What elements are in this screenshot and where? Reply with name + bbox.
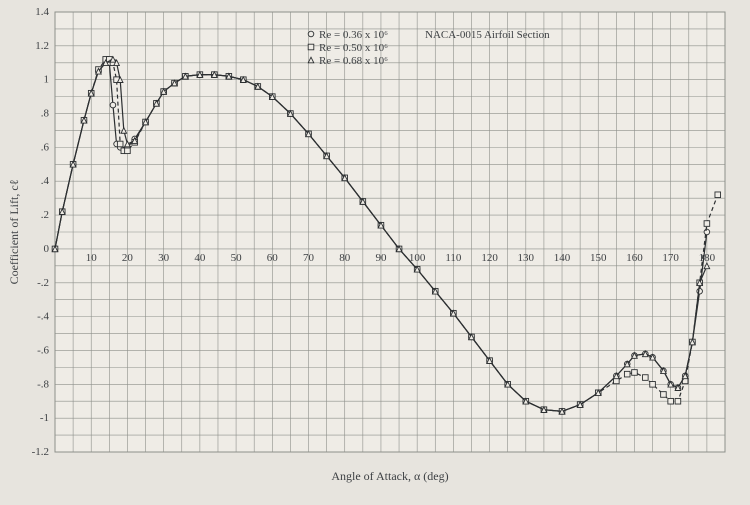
x-tick-label: 70 [303,252,315,264]
x-tick-label: 180 [699,252,716,264]
y-tick-label: -.6 [37,344,49,356]
y-tick-label: 1.2 [35,40,49,52]
x-tick-label: 40 [194,252,206,264]
x-tick-label: 10 [86,252,98,264]
lift-coefficient-chart: 1020304050607080901001101201301401501601… [0,0,750,500]
x-tick-label: 150 [590,252,607,264]
y-tick-label: .8 [41,108,50,120]
x-tick-label: 30 [158,252,170,264]
y-tick-label: .4 [41,175,50,187]
legend-item-label: Re = 0.36 x 10⁶ [319,29,388,41]
legend-item-label: Re = 0.68 x 10⁶ [319,55,388,67]
x-axis-label: Angle of Attack, α (deg) [331,469,448,483]
x-tick-label: 140 [554,252,571,264]
y-tick-label: 1.4 [35,6,49,18]
y-tick-label: -.2 [37,277,49,289]
x-tick-label: 130 [518,252,535,264]
y-tick-label: -.4 [37,311,49,323]
y-tick-label: -1.2 [32,446,49,458]
x-tick-label: 60 [267,252,279,264]
x-tick-label: 20 [122,252,134,264]
x-tick-label: 90 [375,252,387,264]
y-tick-label: 1 [44,74,50,86]
x-tick-label: 50 [231,252,243,264]
y-tick-label: 0 [44,243,50,255]
legend-item-label: Re = 0.50 x 10⁶ [319,42,388,54]
x-tick-label: 170 [662,252,679,264]
y-tick-label: .6 [41,141,50,153]
x-tick-label: 80 [339,252,351,264]
y-tick-label: .2 [41,209,49,221]
y-tick-label: -1 [40,412,49,424]
chart-title: NACA-0015 Airfoil Section [425,29,550,41]
x-tick-label: 110 [445,252,462,264]
x-tick-label: 120 [481,252,498,264]
x-tick-label: 160 [626,252,643,264]
y-axis-label: Coefficient of Lift, cℓ [7,179,21,284]
y-tick-label: -.8 [37,378,49,390]
